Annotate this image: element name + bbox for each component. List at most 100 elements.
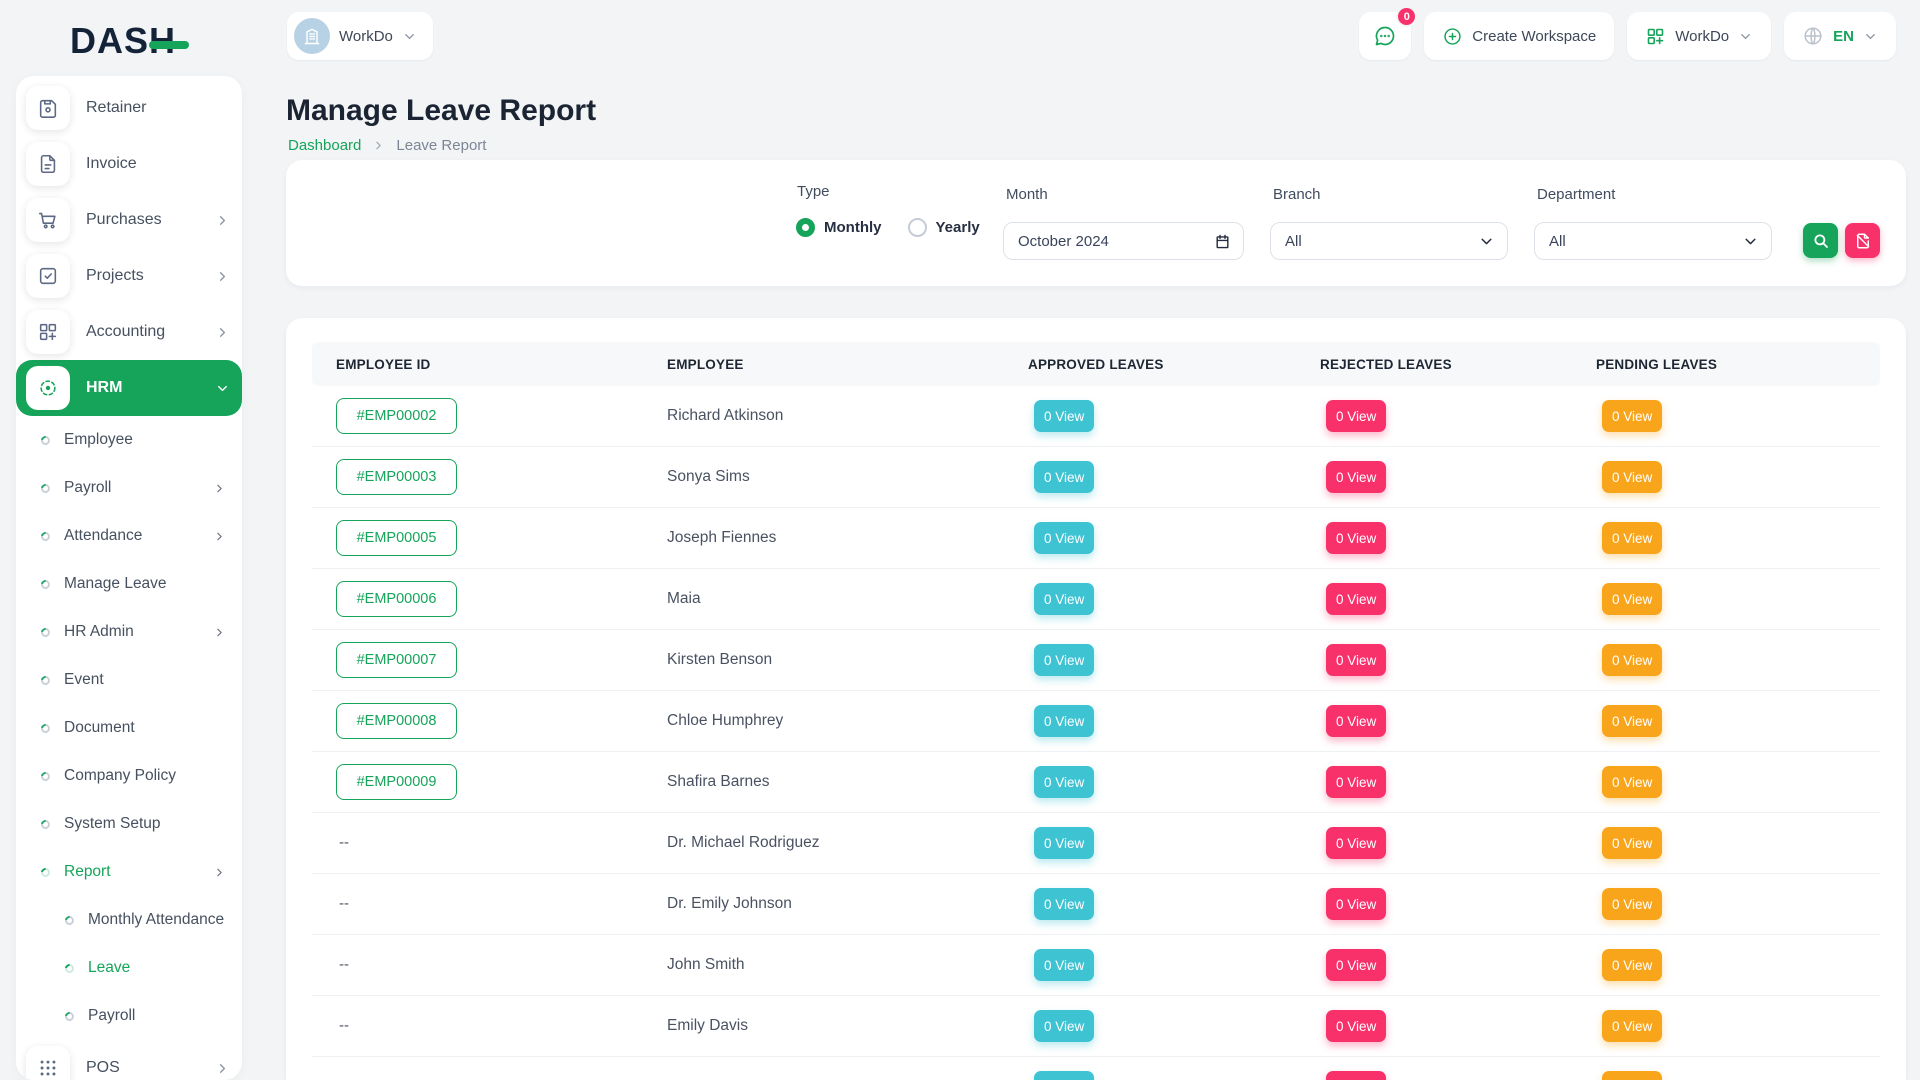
approved-leaves-badge[interactable]: 0 View xyxy=(1034,1071,1094,1080)
sidebar-subitem-hr-admin[interactable]: HR Admin xyxy=(16,608,242,656)
sidebar-subitem-leave[interactable]: Leave xyxy=(16,944,242,992)
table-row: #EMP00006Maia0 View0 View0 View xyxy=(312,569,1880,630)
approved-leaves-badge[interactable]: 0 View xyxy=(1034,461,1094,493)
radio-monthly[interactable]: Monthly xyxy=(796,218,882,237)
rejected-leaves-badge[interactable]: 0 View xyxy=(1326,644,1386,676)
employee-id-empty: -- xyxy=(336,1017,349,1034)
brand-logo-accent xyxy=(149,41,189,49)
sidebar-item-hrm[interactable]: HRM xyxy=(16,360,242,416)
rejected-leaves-cell: 0 View xyxy=(1320,1071,1596,1080)
pending-leaves-badge[interactable]: 0 View xyxy=(1602,827,1662,859)
chevron-right-icon xyxy=(215,269,230,284)
sidebar-item-retainer[interactable]: Retainer xyxy=(16,80,242,136)
messages-button[interactable]: 0 xyxy=(1359,12,1411,60)
employee-id-chip[interactable]: #EMP00009 xyxy=(336,764,457,800)
sidebar-subitem-label: Manage Leave xyxy=(64,575,226,593)
sidebar-subitem-monthly-attendance[interactable]: Monthly Attendance xyxy=(16,896,242,944)
search-button[interactable] xyxy=(1803,223,1838,258)
pending-leaves-cell: 0 View xyxy=(1596,461,1880,493)
sidebar-item-pos[interactable]: POS xyxy=(16,1040,242,1080)
pending-leaves-badge[interactable]: 0 View xyxy=(1602,400,1662,432)
rejected-leaves-badge[interactable]: 0 View xyxy=(1326,949,1386,981)
sidebar-subitem-document[interactable]: Document xyxy=(16,704,242,752)
pending-leaves-badge[interactable]: 0 View xyxy=(1602,644,1662,676)
employee-id-chip[interactable]: #EMP00005 xyxy=(336,520,457,556)
chevron-right-icon xyxy=(213,482,226,495)
employee-id-chip[interactable]: #EMP00008 xyxy=(336,703,457,739)
employee-id-chip[interactable]: #EMP00003 xyxy=(336,459,457,495)
create-workspace-button[interactable]: Create Workspace xyxy=(1424,12,1614,60)
approved-leaves-badge[interactable]: 0 View xyxy=(1034,766,1094,798)
rejected-leaves-badge[interactable]: 0 View xyxy=(1326,1010,1386,1042)
rejected-leaves-badge[interactable]: 0 View xyxy=(1326,766,1386,798)
breadcrumb-link[interactable]: Dashboard xyxy=(288,137,361,154)
pending-leaves-badge[interactable]: 0 View xyxy=(1602,888,1662,920)
language-selector[interactable]: EN xyxy=(1784,12,1896,60)
sidebar-subitem-event[interactable]: Event xyxy=(16,656,242,704)
rejected-leaves-badge[interactable]: 0 View xyxy=(1326,400,1386,432)
approved-leaves-badge[interactable]: 0 View xyxy=(1034,644,1094,676)
pending-leaves-badge[interactable]: 0 View xyxy=(1602,949,1662,981)
sidebar-subitem-payroll[interactable]: Payroll xyxy=(16,464,242,512)
pending-leaves-badge[interactable]: 0 View xyxy=(1602,461,1662,493)
sidebar-item-accounting[interactable]: Accounting xyxy=(16,304,242,360)
department-select[interactable]: All xyxy=(1534,222,1772,260)
sidebar-subitem-report[interactable]: Report xyxy=(16,848,242,896)
approved-leaves-cell: 0 View xyxy=(1028,461,1320,493)
approved-leaves-cell: 0 View xyxy=(1028,644,1320,676)
rejected-leaves-badge[interactable]: 0 View xyxy=(1326,461,1386,493)
rejected-leaves-badge[interactable]: 0 View xyxy=(1326,827,1386,859)
table-header-row: EMPLOYEE IDEMPLOYEEAPPROVED LEAVESREJECT… xyxy=(312,342,1880,386)
type-radio-group: Monthly Yearly xyxy=(796,218,980,237)
sidebar-item-invoice[interactable]: Invoice xyxy=(16,136,242,192)
type-label: Type xyxy=(797,183,830,200)
employee-id-cell: #EMP00003 xyxy=(312,459,667,495)
table-row: #EMP00009Shafira Barnes0 View0 View0 Vie… xyxy=(312,752,1880,813)
reset-button[interactable] xyxy=(1845,223,1880,258)
brand-logo[interactable]: DASH xyxy=(70,20,189,62)
branch-select[interactable]: All xyxy=(1270,222,1508,260)
employee-id-cell: -- xyxy=(312,834,667,852)
rejected-leaves-badge[interactable]: 0 View xyxy=(1326,705,1386,737)
sidebar-subitem-system-setup[interactable]: System Setup xyxy=(16,800,242,848)
approved-leaves-cell: 0 View xyxy=(1028,827,1320,859)
workspace-switcher[interactable]: WorkDo xyxy=(1627,12,1771,60)
rejected-leaves-cell: 0 View xyxy=(1320,888,1596,920)
employee-id-chip[interactable]: #EMP00002 xyxy=(336,398,457,434)
sidebar-subitem-label: Attendance xyxy=(64,527,199,545)
pending-leaves-badge[interactable]: 0 View xyxy=(1602,1071,1662,1080)
approved-leaves-badge[interactable]: 0 View xyxy=(1034,583,1094,615)
sidebar-subitem-company-policy[interactable]: Company Policy xyxy=(16,752,242,800)
pending-leaves-badge[interactable]: 0 View xyxy=(1602,766,1662,798)
sidebar-item-purchases[interactable]: Purchases xyxy=(16,192,242,248)
employee-id-chip[interactable]: #EMP00007 xyxy=(336,642,457,678)
sidebar-subitem-payroll[interactable]: Payroll xyxy=(16,992,242,1040)
bullet-icon xyxy=(39,674,52,687)
rejected-leaves-badge[interactable]: 0 View xyxy=(1326,888,1386,920)
sidebar-subitem-employee[interactable]: Employee xyxy=(16,416,242,464)
approved-leaves-badge[interactable]: 0 View xyxy=(1034,522,1094,554)
sidebar-subitem-manage-leave[interactable]: Manage Leave xyxy=(16,560,242,608)
bullet-icon xyxy=(63,1010,76,1023)
pending-leaves-badge[interactable]: 0 View xyxy=(1602,1010,1662,1042)
approved-leaves-badge[interactable]: 0 View xyxy=(1034,705,1094,737)
chevron-right-icon xyxy=(215,325,230,340)
rejected-leaves-badge[interactable]: 0 View xyxy=(1326,522,1386,554)
approved-leaves-badge[interactable]: 0 View xyxy=(1034,888,1094,920)
month-input[interactable]: October 2024 xyxy=(1003,222,1244,260)
employee-id-cell: -- xyxy=(312,1017,667,1035)
approved-leaves-badge[interactable]: 0 View xyxy=(1034,1010,1094,1042)
approved-leaves-badge[interactable]: 0 View xyxy=(1034,400,1094,432)
workspace-selector[interactable]: WorkDo xyxy=(287,12,433,60)
sidebar-subitem-attendance[interactable]: Attendance xyxy=(16,512,242,560)
rejected-leaves-badge[interactable]: 0 View xyxy=(1326,583,1386,615)
pending-leaves-badge[interactable]: 0 View xyxy=(1602,583,1662,615)
approved-leaves-badge[interactable]: 0 View xyxy=(1034,949,1094,981)
approved-leaves-badge[interactable]: 0 View xyxy=(1034,827,1094,859)
pending-leaves-badge[interactable]: 0 View xyxy=(1602,522,1662,554)
radio-yearly[interactable]: Yearly xyxy=(908,218,980,237)
employee-id-chip[interactable]: #EMP00006 xyxy=(336,581,457,617)
sidebar-item-projects[interactable]: Projects xyxy=(16,248,242,304)
rejected-leaves-badge[interactable]: 0 View xyxy=(1326,1071,1386,1080)
pending-leaves-badge[interactable]: 0 View xyxy=(1602,705,1662,737)
